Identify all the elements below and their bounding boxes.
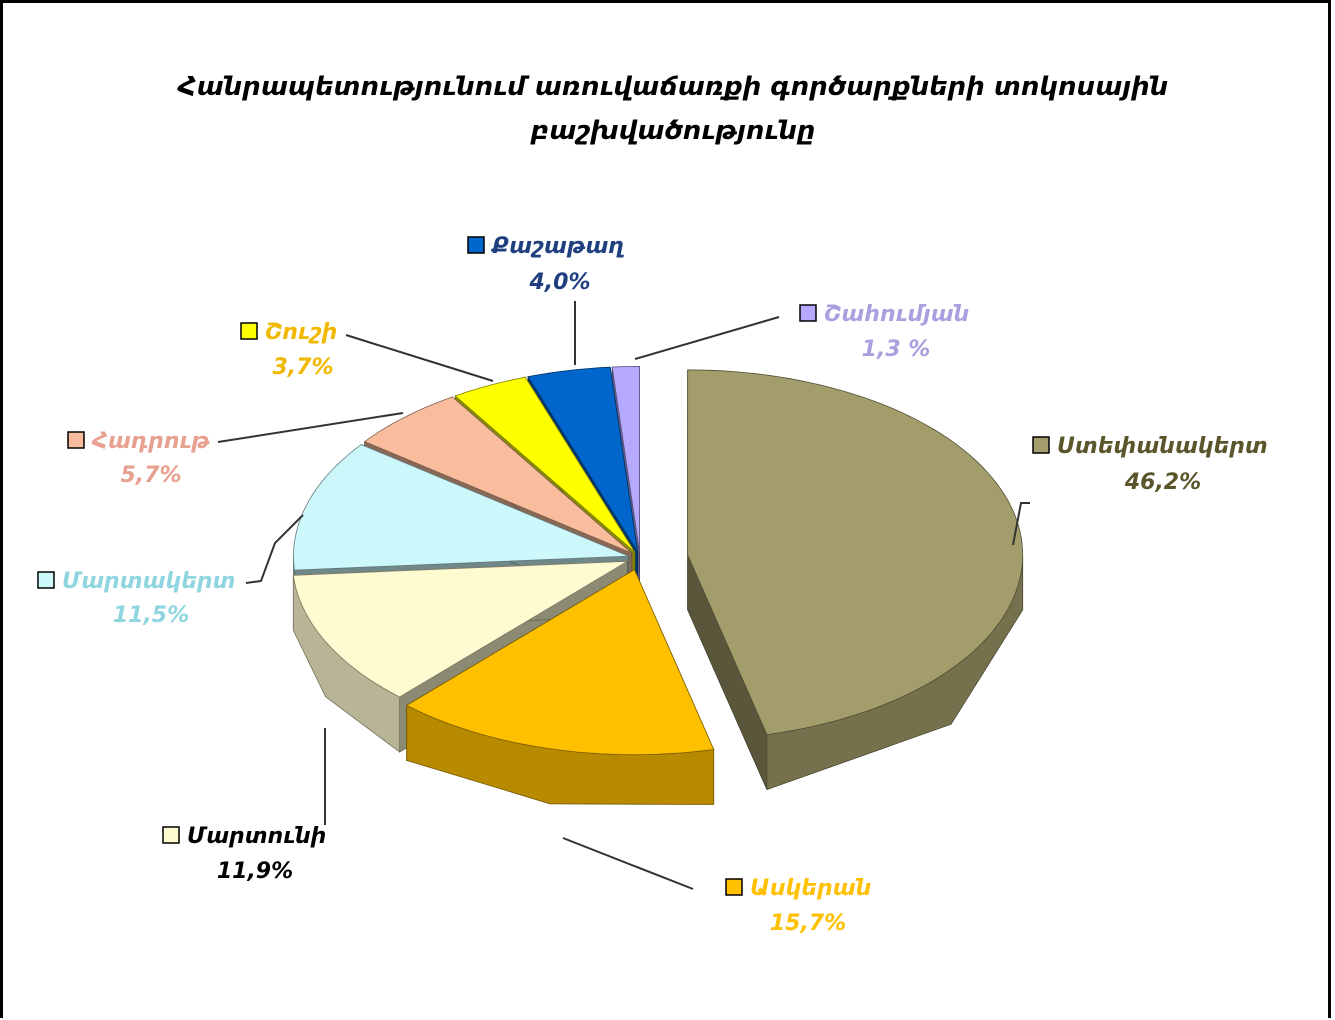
leader-line bbox=[245, 514, 304, 584]
slice-top bbox=[611, 365, 640, 552]
slice-name: Մարտունի bbox=[187, 824, 326, 849]
slice-top bbox=[687, 369, 1023, 736]
leader-line bbox=[1012, 502, 1030, 546]
slice-value-label: 15,7% bbox=[770, 911, 846, 936]
slice-top bbox=[405, 569, 715, 756]
slice bbox=[687, 369, 1024, 791]
slice-value-label: 11,5% bbox=[113, 603, 189, 628]
leader-line bbox=[562, 837, 694, 890]
slice-top bbox=[363, 396, 633, 554]
legend-swatch bbox=[1032, 436, 1050, 454]
slice-top bbox=[454, 376, 636, 553]
slice-name: Ստեփանակերտ bbox=[1057, 434, 1268, 459]
chart: Ստեփանակերտ 46,2% Ասկերան 15,7% Մարտունի 11,9… bbox=[37, 234, 1268, 936]
slice-value-label: 1,3 % bbox=[862, 337, 931, 362]
slice-name: Շուշի bbox=[265, 320, 337, 345]
slice-name: Հադրութ bbox=[91, 429, 210, 454]
slice-name: Շահումյան bbox=[824, 302, 970, 327]
legend-swatch bbox=[467, 236, 485, 254]
slice-value-label: 46,2% bbox=[1124, 470, 1201, 495]
slice-top bbox=[293, 444, 629, 571]
slice-name: Քաշաթաղ bbox=[490, 234, 624, 259]
leader-line bbox=[345, 334, 494, 382]
slice-value-label: 4,0% bbox=[528, 270, 590, 295]
legend-swatch bbox=[725, 878, 743, 896]
slice-top bbox=[527, 366, 638, 552]
legend-swatch bbox=[240, 322, 258, 340]
slice-value-label: 11,9% bbox=[217, 859, 293, 884]
legend-swatch bbox=[67, 431, 85, 449]
slice bbox=[405, 569, 715, 805]
leader-line bbox=[217, 412, 404, 443]
legend-swatch bbox=[799, 304, 817, 322]
slice-value-label: 3,7% bbox=[272, 355, 333, 380]
slice-name: Ասկերան bbox=[750, 876, 872, 901]
leader-line bbox=[634, 316, 780, 360]
legend-swatch bbox=[162, 826, 180, 844]
legend-swatch bbox=[37, 571, 55, 589]
slice-value-label: 5,7% bbox=[120, 463, 181, 488]
slice-top bbox=[292, 560, 628, 698]
slice-name: Մարտակերտ bbox=[62, 569, 235, 594]
chart-title: Հանրապետությունում առուվաճառքի գործարքնե… bbox=[177, 72, 1169, 146]
